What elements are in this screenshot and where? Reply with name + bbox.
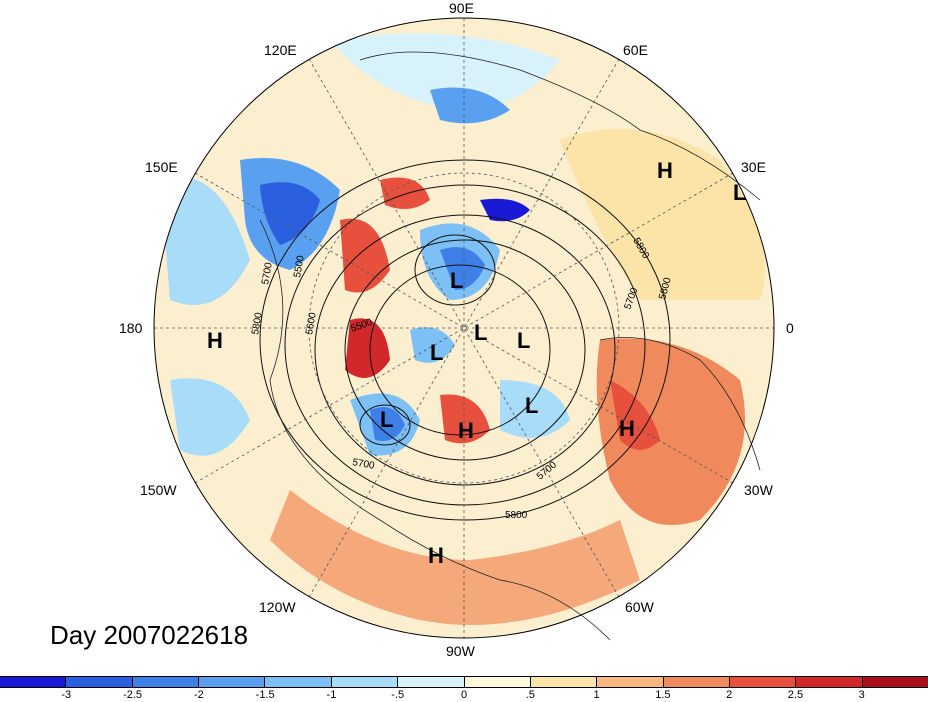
- lon-label-60e: 60E: [623, 42, 648, 58]
- map-boundary: [153, 17, 775, 639]
- low-pressure-center: L: [517, 328, 531, 353]
- lon-label-60w: 60W: [625, 599, 654, 615]
- colorbar-tick-label: 3: [858, 689, 865, 701]
- colorbar-swatch: [331, 677, 399, 687]
- colorbar-tick-labels: -3 -2.5 -2 -1.5 -1 -.5 0 .5 1 1.5 2 2.5 3: [0, 689, 928, 702]
- colorbar-swatch: [66, 677, 133, 687]
- colorbar-swatch: [132, 677, 200, 687]
- colorbar-tick-label: -1: [326, 689, 337, 701]
- low-pressure-center: L: [430, 340, 444, 365]
- colorbar-swatch: [530, 677, 598, 687]
- lon-label-90w: 90W: [446, 643, 475, 659]
- colorbar-swatch: [199, 677, 266, 687]
- lon-label-30e: 30E: [741, 159, 766, 175]
- colorbar-tick-label: 2: [726, 689, 733, 701]
- colorbar: [0, 676, 928, 688]
- high-pressure-center: H: [619, 416, 635, 441]
- colorbar-tick-label: 1: [593, 689, 600, 701]
- colorbar-tick-label: .5: [525, 689, 535, 701]
- colorbar-swatch: [464, 677, 531, 687]
- contour-label: 5700: [260, 261, 275, 285]
- colorbar-tick-label: -2.5: [123, 689, 143, 701]
- colorbar-tick-label: 1.5: [655, 689, 671, 701]
- high-pressure-center: H: [458, 418, 474, 443]
- high-pressure-center: H: [657, 158, 673, 183]
- low-pressure-center: L: [380, 407, 394, 432]
- colorbar-swatch: [265, 677, 332, 687]
- high-pressure-center: H: [207, 328, 223, 353]
- colorbar-swatch: [0, 677, 67, 687]
- coastlines: [259, 51, 761, 641]
- colorbar-swatch: [663, 677, 730, 687]
- colorbar-swatch: [729, 677, 797, 687]
- low-pressure-center: L: [525, 393, 539, 418]
- day-title: Day 2007022618: [50, 620, 249, 650]
- lon-label-120w: 120W: [259, 599, 296, 615]
- contour-label: 5600: [304, 311, 319, 335]
- low-pressure-center: L: [733, 180, 747, 205]
- lon-label-150e: 150E: [145, 159, 178, 175]
- colorbar-swatch: [597, 677, 664, 687]
- lon-label-0: 0: [786, 320, 794, 336]
- colorbar-swatch: [796, 677, 863, 687]
- contour-label: 5800: [250, 311, 265, 335]
- lon-label-30w: 30W: [744, 482, 773, 498]
- lon-label-150w: 150W: [140, 482, 177, 498]
- colorbar-tick-label: -.5: [391, 689, 405, 701]
- colorbar-tick-label: 0: [460, 689, 468, 701]
- colorbar-swatch: [862, 677, 928, 687]
- lon-label-90e: 90E: [449, 0, 474, 16]
- colorbar-tick-label: -1.5: [255, 689, 275, 701]
- high-pressure-center: H: [428, 543, 444, 568]
- low-pressure-center: L: [450, 268, 464, 293]
- contour-label: 5700: [351, 457, 375, 472]
- lon-label-120e: 120E: [264, 42, 297, 58]
- contour-label: 5500: [292, 254, 307, 278]
- colorbar-tick-label: 2.5: [787, 689, 804, 701]
- lon-label-180: 180: [119, 320, 143, 336]
- colorbar-swatch: [398, 677, 465, 687]
- colorbar-tick-label: -2: [193, 689, 204, 701]
- low-pressure-center: L: [474, 320, 488, 345]
- height-contours: [259, 159, 671, 521]
- colorbar-tick-label: -3: [61, 689, 72, 701]
- contour-label: 5800: [505, 510, 528, 521]
- graticule: [154, 18, 774, 638]
